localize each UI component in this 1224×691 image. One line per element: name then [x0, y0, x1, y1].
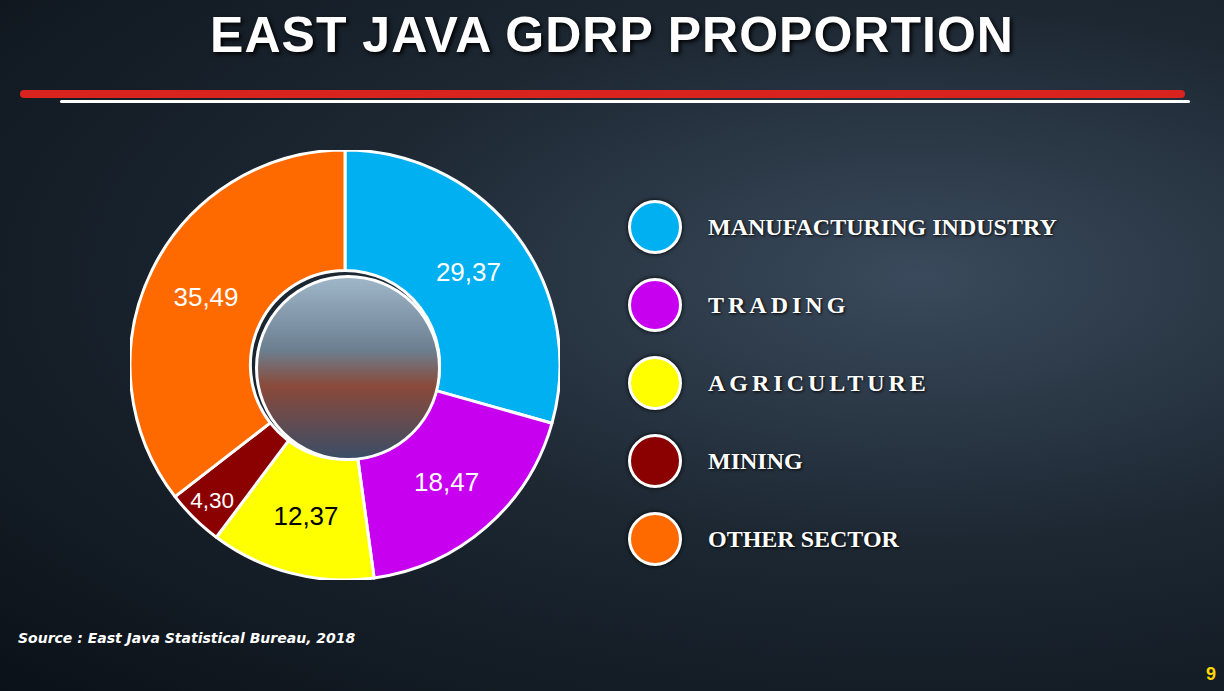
html-text:Source : East Java Statistical: Source : East Java Statistical Bureau, 2…: [18, 630, 356, 646]
svg-text:4,30: 4,30: [190, 488, 234, 513]
html-text:TRADING: TRADING: [708, 291, 850, 318]
html-text:MINING: MINING: [708, 447, 803, 474]
html-text:AGRICULTURE: AGRICULTURE: [708, 369, 930, 396]
svg-text:12,37: 12,37: [273, 501, 338, 531]
html-text:OTHER SECTOR: OTHER SECTOR: [708, 525, 899, 552]
html-text:MANUFACTURING INDUSTRY: MANUFACTURING INDUSTRY: [708, 213, 1057, 240]
html-text:9: 9: [1206, 664, 1216, 684]
html-text:EAST JAVA GDRP PROPORTION: EAST JAVA GDRP PROPORTION: [210, 7, 1014, 63]
svg-text:29,37: 29,37: [436, 257, 501, 287]
svg-text:18,47: 18,47: [414, 467, 479, 497]
svg-text:35,49: 35,49: [173, 282, 238, 312]
